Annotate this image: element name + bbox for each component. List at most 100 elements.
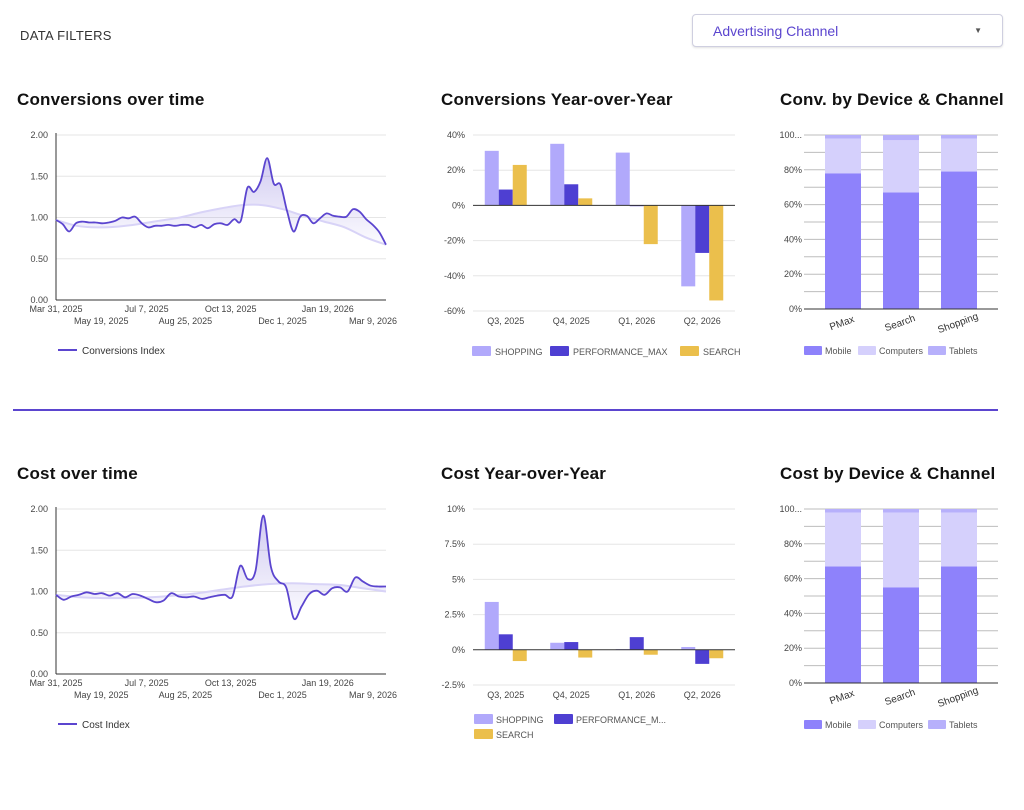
cost-device-channel-chart: 0% 20% 40% 60% 80% 100... PMax Search Shopping Mo… (779, 504, 998, 730)
y-tick-label: 1.50 (30, 545, 48, 555)
y-tick-label: 0.00 (30, 669, 48, 679)
x-tick-label: Dec 1, 2025 (258, 316, 307, 326)
bar-segment (883, 192, 919, 309)
legend-swatch (804, 346, 822, 355)
x-tick-label: May 19, 2025 (74, 316, 129, 326)
y-tick-label: 40% (447, 130, 465, 140)
y-tick-label: 7.5% (444, 539, 465, 549)
y-tick-label: 0% (452, 645, 465, 655)
x-tick-label: Shopping (936, 685, 979, 710)
bar-segment (941, 509, 977, 513)
bar (643, 205, 658, 245)
x-tick-label: Jul 7, 2025 (125, 678, 169, 688)
y-tick-label: 10% (447, 504, 465, 514)
legend-swatch (474, 729, 493, 739)
bar (564, 642, 579, 650)
y-tick-label: -2.5% (441, 680, 465, 690)
legend-label: Mobile (825, 720, 852, 730)
bar (484, 150, 499, 206)
bar (629, 637, 644, 650)
bar (550, 642, 565, 650)
x-tick-label: Aug 25, 2025 (159, 316, 213, 326)
legend-swatch (472, 346, 491, 356)
bar (512, 164, 527, 206)
bar (550, 143, 565, 206)
x-tick-label: Search (883, 687, 917, 708)
y-tick-label: 2.5% (444, 610, 465, 620)
bar-segment (825, 135, 861, 139)
legend-label: Computers (879, 720, 924, 730)
data-filters-label: DATA FILTERS (20, 28, 112, 43)
legend-swatch (858, 346, 876, 355)
advertising-channel-dropdown[interactable]: Advertising Channel ▼ (692, 14, 1003, 47)
legend-swatch (474, 714, 493, 724)
series-line (55, 514, 387, 621)
x-tick-label: Q1, 2026 (618, 690, 655, 700)
y-tick-label: 2.00 (30, 504, 48, 514)
bar-segment (825, 173, 861, 309)
x-tick-label: Mar 31, 2025 (29, 304, 82, 314)
bar (709, 205, 724, 301)
y-tick-label: 60% (784, 200, 802, 210)
y-tick-label: -20% (444, 236, 465, 246)
x-tick-label: Q2, 2026 (684, 316, 721, 326)
x-tick-label: Jan 19, 2026 (302, 678, 354, 688)
x-tick-label: Mar 31, 2025 (29, 678, 82, 688)
bar-segment (883, 587, 919, 683)
x-tick-label: Q3, 2025 (487, 690, 524, 700)
bar (564, 184, 579, 206)
y-tick-label: 40% (784, 234, 802, 244)
y-tick-label: 0% (789, 304, 802, 314)
y-tick-label: 100... (779, 504, 802, 514)
bar (695, 649, 710, 664)
y-tick-label: 5% (452, 574, 465, 584)
bar (578, 649, 593, 658)
y-tick-label: 1.50 (30, 171, 48, 181)
bar (709, 649, 724, 659)
bar (681, 646, 696, 650)
y-tick-label: 0.00 (30, 295, 48, 305)
bar (484, 601, 499, 650)
legend-label: Cost Index (82, 720, 130, 731)
bar-segment (883, 512, 919, 588)
x-tick-label: Dec 1, 2025 (258, 690, 307, 700)
cost-over-time-title: Cost over time (17, 464, 138, 483)
bar-segment (941, 566, 977, 683)
legend-label: SHOPPING (496, 715, 544, 725)
bar-segment (825, 512, 861, 567)
conversions-over-time-chart: 0.00 0.50 1.00 1.50 2.00 Mar 31, 2025 May 19, … (29, 130, 397, 357)
legend-swatch (858, 720, 876, 729)
bar-segment (883, 140, 919, 193)
y-tick-label: 100... (779, 130, 802, 140)
series-trend-line (55, 582, 387, 600)
legend-label: Mobile (825, 346, 852, 356)
x-tick-label: Oct 13, 2025 (205, 678, 257, 688)
y-tick-label: 1.00 (30, 213, 48, 223)
legend-swatch (804, 720, 822, 729)
x-tick-label: Search (883, 313, 917, 334)
bar-segment (941, 135, 977, 139)
y-tick-label: 0% (452, 200, 465, 210)
bar (643, 649, 658, 655)
x-tick-label: May 19, 2025 (74, 690, 129, 700)
legend-label: PERFORMANCE_MAX (573, 347, 668, 357)
x-tick-label: Q4, 2025 (553, 316, 590, 326)
conv-device-channel-chart: 0% 20% 40% 60% 80% 100... PMax Search Shopping Mo… (779, 130, 998, 356)
x-tick-label: Q1, 2026 (618, 316, 655, 326)
y-tick-label: 0.50 (30, 254, 48, 264)
bar (681, 205, 696, 287)
x-tick-label: Shopping (936, 311, 979, 336)
bar-segment (883, 135, 919, 141)
legend-swatch (550, 346, 569, 356)
bar (578, 198, 593, 206)
conv-device-channel-title: Conv. by Device & Channel (780, 90, 1004, 109)
y-tick-label: 20% (784, 269, 802, 279)
y-tick-label: 20% (447, 165, 465, 175)
legend-swatch (928, 346, 946, 355)
y-tick-label: 80% (784, 165, 802, 175)
legend-label: SEARCH (496, 730, 534, 740)
section-divider (13, 409, 998, 411)
legend-label: SEARCH (703, 347, 741, 357)
legend-label: Computers (879, 346, 924, 356)
x-tick-label: PMax (828, 688, 856, 707)
